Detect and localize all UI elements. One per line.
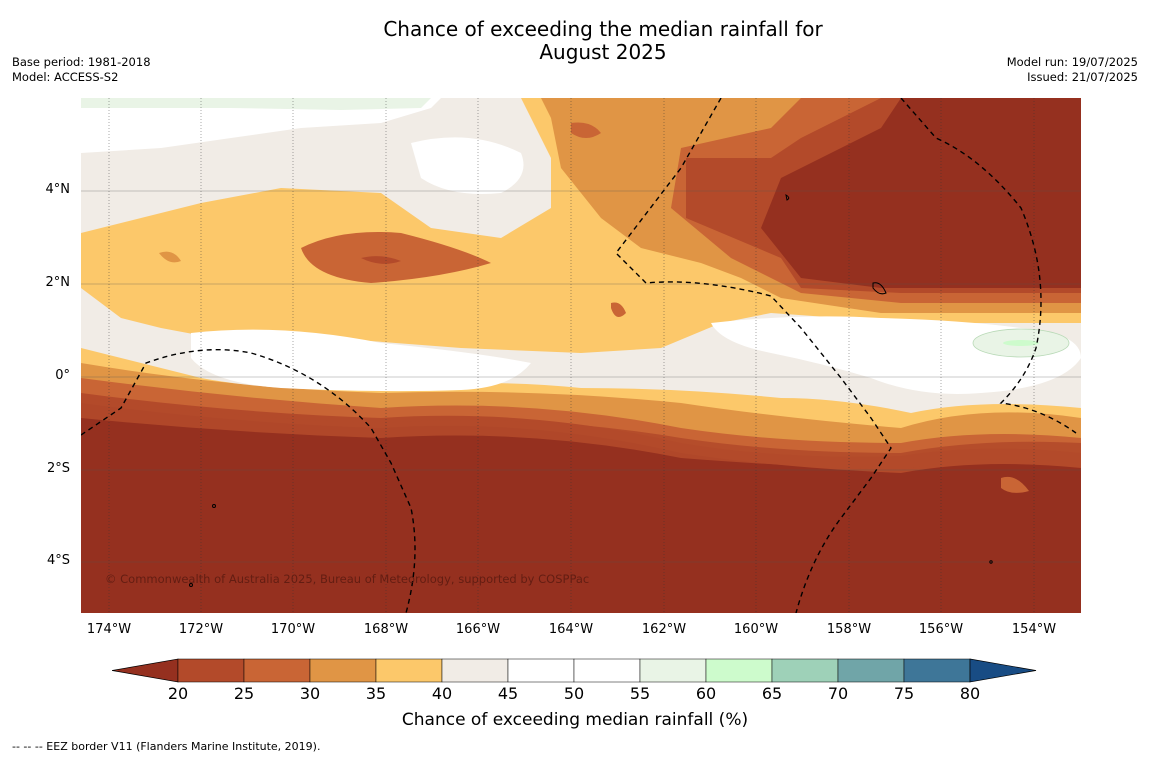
colorbar-tick-55: 55	[629, 684, 651, 703]
islands	[189, 193, 993, 587]
blob-25-central	[361, 256, 401, 264]
latitude-gridlines	[81, 190, 1081, 563]
band-60-north	[81, 98, 431, 110]
colorbar-swatch-below-20	[111, 658, 179, 683]
title-line-1: Chance of exceeding the median rainfall …	[383, 17, 823, 41]
colorbar-swatch-75-80	[903, 658, 971, 683]
blob-30-southeast	[1001, 476, 1029, 493]
lat-label-2n: 2°N	[45, 275, 71, 290]
colorbar-tick-25: 25	[233, 684, 255, 703]
lon-label-170w: 170°W	[270, 622, 316, 637]
colorbar-tick-60: 60	[695, 684, 717, 703]
colorbar-swatch-35-40	[375, 658, 443, 683]
lon-label-156w: 156°W	[918, 622, 964, 637]
colorbar-label: Chance of exceeding median rainfall (%)	[401, 710, 749, 730]
base-period: Base period: 1981-2018	[12, 55, 151, 69]
colorbar-swatch-60-65	[705, 658, 773, 683]
lat-label-2s: 2°S	[46, 461, 70, 476]
longitude-gridlines	[108, 98, 1035, 613]
colorbar-swatch-65-70	[771, 658, 839, 683]
lat-label-4n: 4°N	[45, 182, 71, 197]
lon-label-174w: 174°W	[86, 622, 132, 637]
colorbar-swatch-70-75	[837, 658, 905, 683]
model-run: Model run: 19/07/2025	[1006, 55, 1138, 69]
colorbar-tick-20: 20	[167, 684, 189, 703]
colorbar-tick-70: 70	[827, 684, 849, 703]
lon-label-158w: 158°W	[826, 622, 872, 637]
lat-label-0: 0°	[55, 368, 70, 383]
colorbar-swatch-40-45	[441, 658, 509, 683]
lon-label-172w: 172°W	[178, 622, 224, 637]
lon-label-164w: 164°W	[548, 622, 594, 637]
colorbar-tick-75: 75	[893, 684, 915, 703]
colorbar-tick-65: 65	[761, 684, 783, 703]
lon-label-160w: 160°W	[733, 622, 779, 637]
colorbar-swatch-50-55	[573, 658, 641, 683]
colorbar-swatch-25-30	[243, 658, 311, 683]
copyright-notice: © Commonwealth of Australia 2025, Bureau…	[105, 572, 590, 586]
forecast-map: © Commonwealth of Australia 2025, Bureau…	[81, 98, 1081, 613]
lon-label-166w: 166°W	[455, 622, 501, 637]
title-line-2: August 2025	[539, 40, 667, 64]
colorbar-swatch-55-60	[639, 658, 707, 683]
lon-label-154w: 154°W	[1011, 622, 1057, 637]
band-50-equator-west	[191, 329, 531, 392]
model-name: Model: ACCESS-S2	[12, 70, 119, 84]
eez-borders	[81, 98, 1077, 613]
colorbar-tick-35: 35	[365, 684, 387, 703]
eez-footnote: -- -- -- EEZ border V11 (Flanders Marine…	[12, 740, 321, 753]
meta-right: Model run: 19/07/2025 Issued: 21/07/2025	[1007, 55, 1138, 85]
band-25-south	[81, 398, 1081, 470]
colorbar-swatches	[111, 658, 1037, 683]
blob-30-north	[571, 122, 601, 138]
band-65-east	[1003, 340, 1039, 346]
colorbar	[111, 656, 1040, 688]
colorbar-tick-50: 50	[563, 684, 585, 703]
lon-label-168w: 168°W	[363, 622, 409, 637]
colorbar-swatch-45-50	[507, 658, 575, 683]
rainfall-contours	[81, 98, 1081, 613]
lon-label-162w: 162°W	[641, 622, 687, 637]
colorbar-tick-30: 30	[299, 684, 321, 703]
issued-date: Issued: 21/07/2025	[1027, 70, 1138, 84]
map-title: Chance of exceeding the median rainfall …	[0, 18, 1150, 64]
meta-left: Base period: 1981-2018 Model: ACCESS-S2	[12, 55, 151, 85]
blob-30-small	[611, 302, 626, 317]
colorbar-tick-45: 45	[497, 684, 519, 703]
band-50-north-center	[411, 137, 524, 194]
colorbar-tick-80: 80	[959, 684, 981, 703]
band-50-north-west	[81, 98, 441, 153]
blob-35-west	[159, 251, 181, 263]
blob-30-central	[301, 232, 491, 283]
colorbar-swatch-20-25	[177, 658, 245, 683]
colorbar-swatch-above-80	[969, 658, 1037, 683]
colorbar-swatch-30-35	[309, 658, 377, 683]
lat-label-4s: 4°S	[46, 553, 70, 568]
colorbar-tick-40: 40	[431, 684, 453, 703]
